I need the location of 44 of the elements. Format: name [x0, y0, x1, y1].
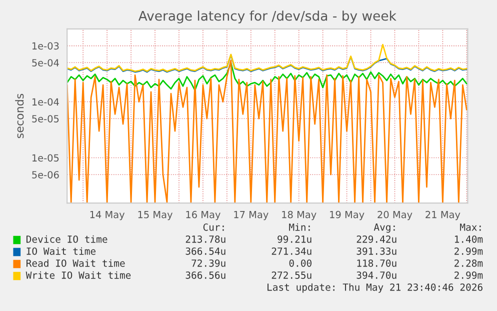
text: 271.34u: [272, 247, 312, 255]
x-tick-label: 19 May: [330, 210, 364, 220]
y-tick-label: 5e-04: [32, 59, 59, 66]
text: 2.28m: [454, 259, 483, 267]
x-tick-label: 14 May: [90, 211, 125, 220]
text: 99.21u: [278, 235, 312, 243]
text: Max:: [460, 224, 481, 231]
text: Last update: Thu May 21 23:40:46 2026: [268, 283, 482, 293]
text: 213.78u: [186, 235, 226, 243]
text: Min:: [289, 223, 310, 231]
legend-label: Read IO Wait time: [26, 259, 125, 267]
text: 394.70u: [356, 271, 396, 279]
x-tick-label: 15 May: [138, 211, 172, 220]
y-tick-label: 1e-04: [32, 98, 59, 106]
text: 72.39u: [192, 259, 226, 267]
line-series: [67, 62, 468, 92]
legend-label: Write IO Wait time: [26, 271, 131, 279]
x-tick-label: 21 May: [426, 210, 460, 220]
text: 0.00: [289, 259, 312, 267]
chart-title: Average latency for /dev/sda - by week: [138, 10, 396, 24]
text: 391.33u: [356, 247, 396, 255]
text: 1.40m: [454, 235, 483, 243]
text: 2.99m: [454, 247, 483, 255]
text: Avg:: [374, 224, 395, 233]
text: 2.99m: [454, 271, 483, 279]
text: 272.55u: [272, 271, 312, 279]
y-tick-label: 5e-06: [32, 171, 59, 178]
line-series: [67, 54, 468, 73]
text: 366.56u: [186, 271, 226, 279]
line-series: [67, 44, 468, 72]
text: 366.54u: [186, 247, 226, 255]
y-axis-title: seconds: [15, 94, 24, 138]
text: 118.70u: [357, 259, 396, 267]
y-tick-label: 1e-05: [32, 154, 59, 162]
y-tick-label: 1e-03: [32, 42, 59, 50]
x-tick-label: 16 May: [186, 210, 220, 220]
text: Cur:: [203, 223, 224, 231]
x-tick-label: 18 May: [282, 210, 316, 220]
text: 229.42u: [356, 235, 396, 243]
legend-label: Device IO time: [26, 235, 108, 243]
y-tick-label: 5e-05: [32, 115, 59, 122]
legend-label: IO Wait time: [26, 247, 96, 255]
x-tick-label: 20 May: [378, 210, 412, 220]
x-tick-label: 17 May: [234, 211, 268, 220]
